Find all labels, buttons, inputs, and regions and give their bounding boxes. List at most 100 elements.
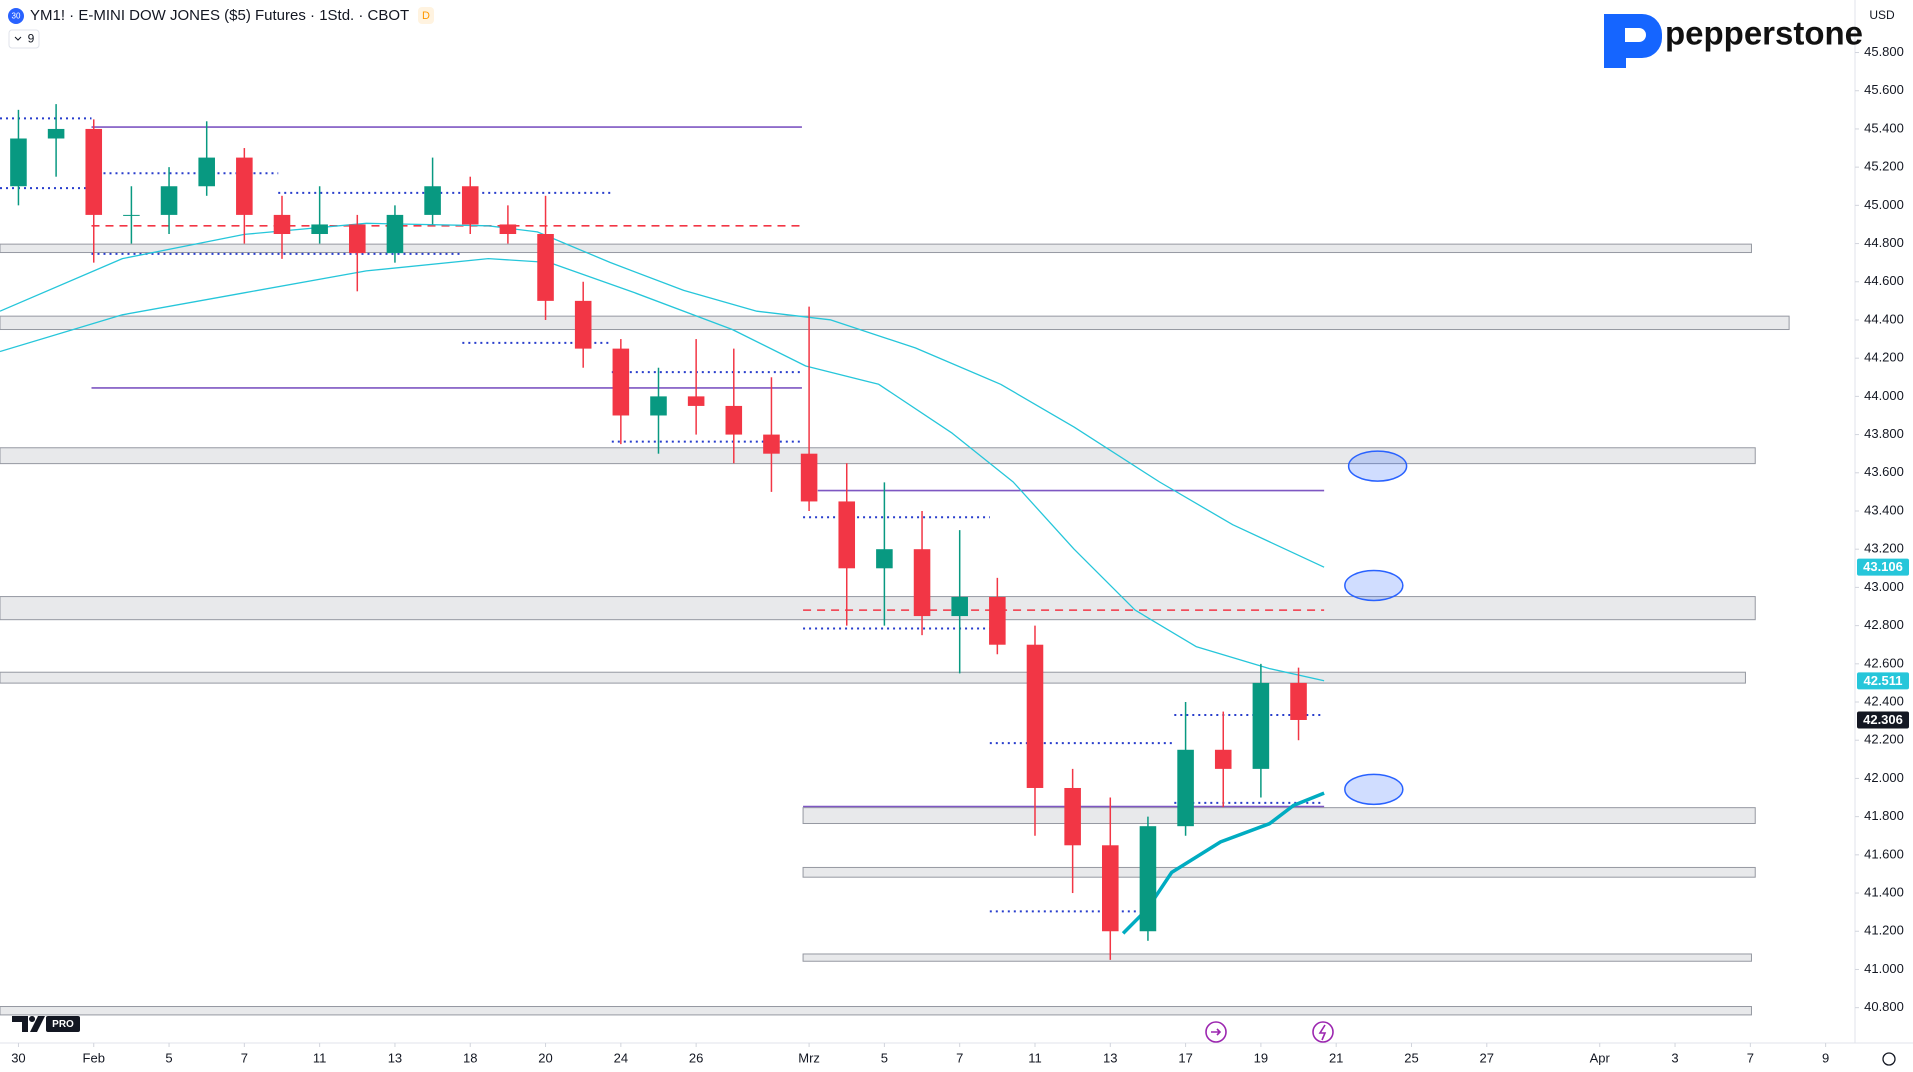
y-tick-label: 41.800: [1864, 808, 1904, 823]
candle-body: [273, 214, 291, 235]
y-tick-label: 43.400: [1864, 502, 1904, 517]
price-label-bg: [1857, 558, 1909, 576]
x-tick-label: 21: [1329, 1050, 1343, 1065]
candle-body: [838, 501, 856, 569]
x-tick-label: 25: [1404, 1050, 1418, 1065]
candle-body: [160, 186, 178, 215]
y-tick-label: 43.800: [1864, 426, 1904, 441]
candle-body: [989, 596, 1006, 645]
x-tick-label: 18: [463, 1050, 477, 1065]
candle-body: [499, 224, 517, 235]
price-label-bg: [1857, 672, 1909, 690]
candle-body: [236, 157, 253, 215]
settings-icon[interactable]: [1882, 1052, 1896, 1066]
header: 30 YM1! · E-MINI DOW JONES ($5) Futures …: [8, 7, 1895, 49]
zone: [802, 866, 1756, 878]
candle-body: [687, 396, 705, 406]
candle-body: [198, 157, 215, 187]
x-tick-label: 26: [689, 1050, 703, 1065]
candle-body: [10, 138, 27, 187]
y-tick-label: 42.200: [1864, 732, 1904, 747]
pro-badge: PRO: [52, 1019, 74, 1030]
brand-icon-cut: [1625, 28, 1646, 42]
status-badge: D: [422, 10, 430, 22]
price-label-bg: [1857, 711, 1909, 729]
candle-body: [311, 224, 328, 235]
chart-title[interactable]: YM1! · E-MINI DOW JONES ($5) Futures · 1…: [30, 7, 409, 24]
event-icon-bolt: [1318, 1024, 1327, 1041]
candle-body: [386, 214, 404, 254]
brand-logo: pepperstone: [1604, 14, 1863, 68]
x-tick-label: 30: [11, 1050, 25, 1065]
candle-body: [951, 596, 968, 617]
axes: 40.800 41.000 41.200 41.400 41.600 41.800 42.0…: [11, 44, 1909, 1065]
x-tick-label: 13: [388, 1050, 402, 1065]
y-tick-label: 44.000: [1864, 388, 1904, 403]
candle-body: [537, 234, 554, 301]
candle-body: [47, 128, 65, 139]
moving-average: [0, 257, 1325, 682]
candle-body: [461, 186, 479, 225]
x-tick-label: Apr: [1590, 1050, 1611, 1065]
zone: [0, 596, 1756, 621]
indicator-toggle[interactable]: [8, 29, 40, 49]
y-tick-label: 44.400: [1864, 311, 1904, 326]
brand-name: pepperstone: [1665, 15, 1863, 52]
zone: [0, 243, 1752, 254]
event-icon[interactable]: [1312, 1021, 1334, 1043]
candle-body: [612, 348, 630, 416]
indicator-count: 9: [28, 32, 35, 46]
x-tick-label: 9: [1822, 1050, 1829, 1065]
annotation-ellipse: [1344, 773, 1404, 806]
candle-body: [1252, 682, 1270, 769]
candle-body: [650, 396, 667, 416]
y-tick-label: 42.000: [1864, 770, 1904, 785]
chevron: [14, 36, 22, 41]
x-tick-label: 3: [1671, 1050, 1678, 1065]
y-tick-label: 41.600: [1864, 846, 1904, 861]
candle-body: [1102, 845, 1119, 932]
candle-body: [763, 434, 780, 454]
y-tick-label: 41.000: [1864, 961, 1904, 976]
zone: [802, 953, 1752, 962]
price-label: 43.106: [1863, 559, 1903, 574]
tv-mark: [12, 1016, 45, 1032]
candle-body: [1064, 787, 1081, 846]
y-tick-label: 42.800: [1864, 617, 1904, 632]
zone: [0, 447, 1756, 465]
price-label: 42.306: [1863, 712, 1903, 727]
symbol-badge: 30: [12, 12, 21, 21]
x-tick-label: Feb: [83, 1050, 105, 1065]
candle-body: [1177, 749, 1194, 827]
x-tick-label: Mrz: [798, 1050, 820, 1065]
event-icon[interactable]: [1205, 1021, 1227, 1043]
plot-area: [0, 104, 1790, 1016]
y-tick-label: 43.000: [1864, 579, 1904, 594]
currency[interactable]: USD: [1869, 8, 1895, 22]
x-tick-label: 13: [1103, 1050, 1117, 1065]
y-tick-label: 44.600: [1864, 273, 1904, 288]
candle-body: [913, 549, 931, 617]
candle-body: [85, 128, 103, 215]
x-tick-label: 7: [956, 1050, 963, 1065]
x-tick-label: 19: [1254, 1050, 1268, 1065]
y-tick-label: 44.800: [1864, 235, 1904, 250]
pro-badge-bg: [46, 1016, 80, 1032]
symbol-icon: [8, 8, 24, 24]
candle-body: [349, 224, 366, 254]
y-tick-label: 45.400: [1864, 120, 1904, 135]
candle-body: [424, 186, 441, 215]
candle-body: [1139, 826, 1157, 932]
candle-body: [1290, 682, 1307, 720]
x-tick-label: 24: [614, 1050, 628, 1065]
x-tick-label: 7: [241, 1050, 248, 1065]
y-tick-label: 42.600: [1864, 655, 1904, 670]
x-tick-label: 7: [1747, 1050, 1754, 1065]
candle-body: [800, 453, 818, 502]
y-tick-label: 43.600: [1864, 464, 1904, 479]
candle-body: [725, 405, 743, 435]
zone: [0, 1006, 1752, 1016]
y-tick-label: 45.800: [1864, 44, 1904, 59]
x-tick-label: 5: [165, 1050, 172, 1065]
